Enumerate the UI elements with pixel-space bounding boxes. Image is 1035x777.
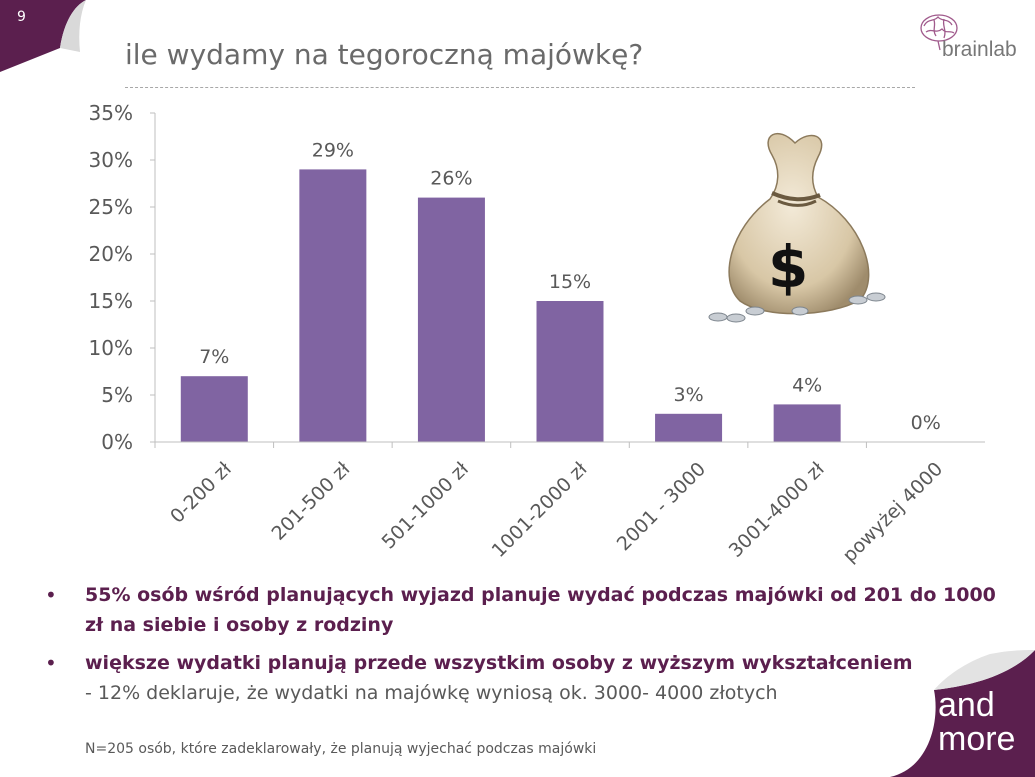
bar <box>299 169 367 442</box>
y-tick-label: 10% <box>89 336 133 360</box>
bar-value-label: 29% <box>312 139 354 161</box>
bullet-item: • 55% osób wśród planujących wyjazd plan… <box>45 580 1005 640</box>
bullet-marker: • <box>45 651 57 675</box>
bullet-marker: • <box>45 583 57 607</box>
slide-title: ile wydamy na tegoroczną majówkę? <box>125 38 644 71</box>
bullet-text: 55% osób wśród planujących wyjazd planuj… <box>85 584 996 636</box>
slide-corner-tab <box>0 0 86 72</box>
and-more-corner <box>890 650 1035 777</box>
x-category-label: 2001 - 3000 <box>613 458 710 555</box>
y-tick-label: 0% <box>101 430 133 454</box>
sample-footnote: N=205 osób, które zadeklarowały, że plan… <box>85 741 597 757</box>
summary-bullets: • 55% osób wśród planujących wyjazd plan… <box>45 580 1005 708</box>
bar-value-label: 7% <box>199 346 229 368</box>
bullet-subtext: - 12% deklaruje, że wydatki na majówkę w… <box>85 682 778 704</box>
bullet-text: większe wydatki planują przede wszystkim… <box>85 652 913 674</box>
brain-icon <box>920 14 958 51</box>
title-divider <box>125 87 915 88</box>
x-axis: 0-200 zł 201-500 zł 501-1000 zł 1001-2000 z… <box>154 441 985 567</box>
x-category-label: 3001-4000 zł <box>725 458 829 562</box>
y-tick-label: 15% <box>89 289 133 313</box>
y-tick-label: 25% <box>89 195 133 219</box>
y-tick-label: 30% <box>89 148 133 172</box>
y-tick-label: 35% <box>89 101 133 125</box>
and-more-line2: more <box>938 720 1016 758</box>
bullet-item: • większe wydatki planują przede wszystk… <box>45 648 1005 708</box>
svg-text:$: $ <box>768 233 808 301</box>
money-bag-icon: $ <box>708 132 886 323</box>
y-axis: 0% 5% 10% 15% 20% 25% 30% 35% <box>89 101 156 454</box>
bar <box>655 413 723 442</box>
bar <box>417 197 485 442</box>
bar-value-label: 26% <box>430 168 472 190</box>
bar <box>180 376 248 442</box>
x-category-label: 0-200 zł <box>166 458 236 528</box>
and-more-logo: and more <box>938 688 1015 756</box>
x-category-label: 1001-2000 zł <box>488 458 592 562</box>
bar-chart: 0% 5% 10% 15% 20% 25% 30% 35% 7% 29% 26% 15% 3% 4% 0%… <box>89 101 985 567</box>
y-tick-label: 20% <box>89 242 133 266</box>
bar <box>536 301 604 442</box>
brand-logo-text: brainlab <box>942 38 1017 61</box>
x-category-label: powyżej 4000 <box>838 458 947 567</box>
y-tick-label: 5% <box>101 383 133 407</box>
x-category-label: 201-500 zł <box>268 458 355 545</box>
and-more-line1: and <box>938 686 995 724</box>
bar-value-label: 3% <box>673 384 703 406</box>
bar-value-label: 0% <box>911 412 941 434</box>
bar <box>773 404 841 442</box>
bar-value-label: 4% <box>792 374 822 396</box>
x-category-label: 501-1000 zł <box>378 458 474 554</box>
slide-number: 9 <box>17 9 26 25</box>
bar-value-label: 15% <box>549 271 591 293</box>
bars: 7% 29% 26% 15% 3% 4% 0% <box>180 139 941 442</box>
